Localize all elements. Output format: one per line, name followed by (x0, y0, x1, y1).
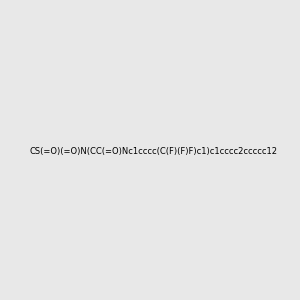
Text: CS(=O)(=O)N(CC(=O)Nc1cccc(C(F)(F)F)c1)c1cccc2ccccc12: CS(=O)(=O)N(CC(=O)Nc1cccc(C(F)(F)F)c1)c1… (30, 147, 278, 156)
